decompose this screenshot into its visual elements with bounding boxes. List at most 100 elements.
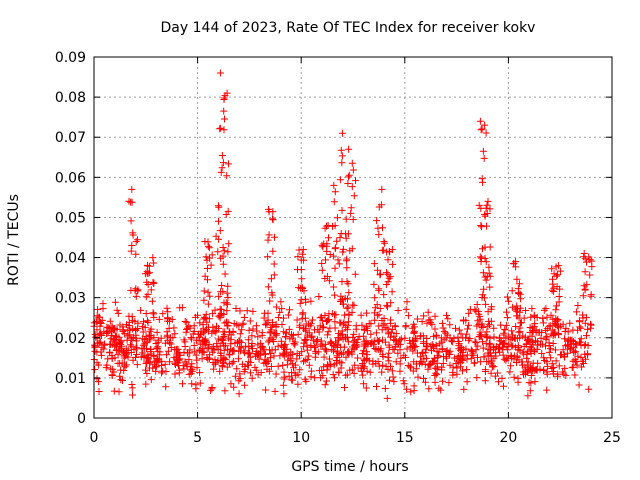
data-point <box>554 271 562 279</box>
data-point <box>220 126 228 134</box>
data-point <box>124 353 132 361</box>
data-point <box>278 305 286 313</box>
data-point <box>403 385 411 393</box>
data-point <box>301 314 309 322</box>
data-point <box>378 185 386 193</box>
data-point <box>208 251 216 259</box>
data-point <box>267 363 275 370</box>
data-point <box>386 376 393 384</box>
data-point <box>534 341 542 349</box>
data-point <box>548 286 556 294</box>
data-point <box>391 337 399 344</box>
data-point <box>252 366 260 374</box>
data-point <box>449 338 457 346</box>
data-point <box>192 385 200 393</box>
data-point <box>413 349 421 357</box>
data-point <box>133 351 140 358</box>
data-point <box>376 305 384 312</box>
data-point <box>534 359 542 367</box>
data-point <box>500 339 507 347</box>
data-point <box>502 334 510 342</box>
data-point <box>149 309 157 317</box>
data-point <box>486 272 494 280</box>
data-point <box>307 373 315 381</box>
data-point <box>103 361 111 369</box>
data-point <box>106 349 114 357</box>
data-point <box>317 342 325 350</box>
data-point <box>208 384 216 391</box>
data-point <box>387 316 395 324</box>
data-point <box>216 124 224 132</box>
data-point <box>214 345 222 353</box>
data-point <box>300 357 307 365</box>
data-point <box>375 286 383 294</box>
data-point <box>482 300 490 308</box>
data-point <box>543 368 551 376</box>
data-point <box>326 339 334 347</box>
data-point <box>531 348 539 356</box>
data-point <box>132 326 140 334</box>
data-point <box>288 376 296 384</box>
data-point <box>97 351 105 359</box>
data-point <box>240 368 248 376</box>
data-point <box>342 234 350 242</box>
data-point <box>383 394 391 402</box>
data-point <box>349 301 357 309</box>
data-point <box>183 349 191 357</box>
data-point <box>556 267 564 275</box>
data-point <box>290 340 298 347</box>
data-point <box>309 316 316 324</box>
data-point <box>308 332 316 340</box>
data-point <box>370 340 377 348</box>
data-point <box>352 325 360 333</box>
data-point <box>481 294 488 302</box>
data-point <box>142 332 150 340</box>
data-point <box>465 321 473 329</box>
data-point <box>515 328 523 336</box>
data-point <box>435 384 443 392</box>
data-point <box>191 348 199 356</box>
data-point <box>132 238 140 246</box>
data-point <box>157 362 165 369</box>
data-point <box>233 321 241 329</box>
data-point <box>588 257 596 265</box>
data-point <box>131 287 139 295</box>
data-point <box>211 356 219 364</box>
data-point <box>420 375 427 382</box>
data-point <box>270 260 278 268</box>
data-point <box>380 321 388 329</box>
data-point <box>194 311 201 319</box>
y-tick-label: 0.01 <box>55 371 86 387</box>
data-point <box>485 339 493 347</box>
data-point <box>121 361 129 369</box>
data-point <box>485 263 493 271</box>
data-point <box>111 298 119 306</box>
data-point <box>338 152 346 160</box>
data-point <box>484 197 492 205</box>
data-point <box>333 352 341 360</box>
data-point <box>235 390 243 398</box>
data-point <box>446 321 454 329</box>
data-point <box>279 350 287 358</box>
data-point <box>359 350 366 358</box>
data-point <box>204 288 212 296</box>
data-point <box>577 353 585 361</box>
data-point <box>182 328 190 336</box>
data-point <box>443 354 450 362</box>
data-point <box>149 278 157 286</box>
data-point <box>145 262 153 270</box>
data-point <box>348 366 356 374</box>
data-point <box>265 231 273 239</box>
data-point <box>219 336 227 344</box>
data-point <box>162 368 170 375</box>
data-point <box>409 347 417 355</box>
data-point <box>268 289 276 297</box>
data-point <box>128 198 136 206</box>
y-tick-label: 0.07 <box>55 130 86 146</box>
data-point <box>374 224 382 232</box>
data-point <box>528 305 536 313</box>
data-point <box>513 312 521 320</box>
data-point <box>513 302 521 310</box>
data-point <box>492 372 500 380</box>
data-point <box>400 351 408 359</box>
